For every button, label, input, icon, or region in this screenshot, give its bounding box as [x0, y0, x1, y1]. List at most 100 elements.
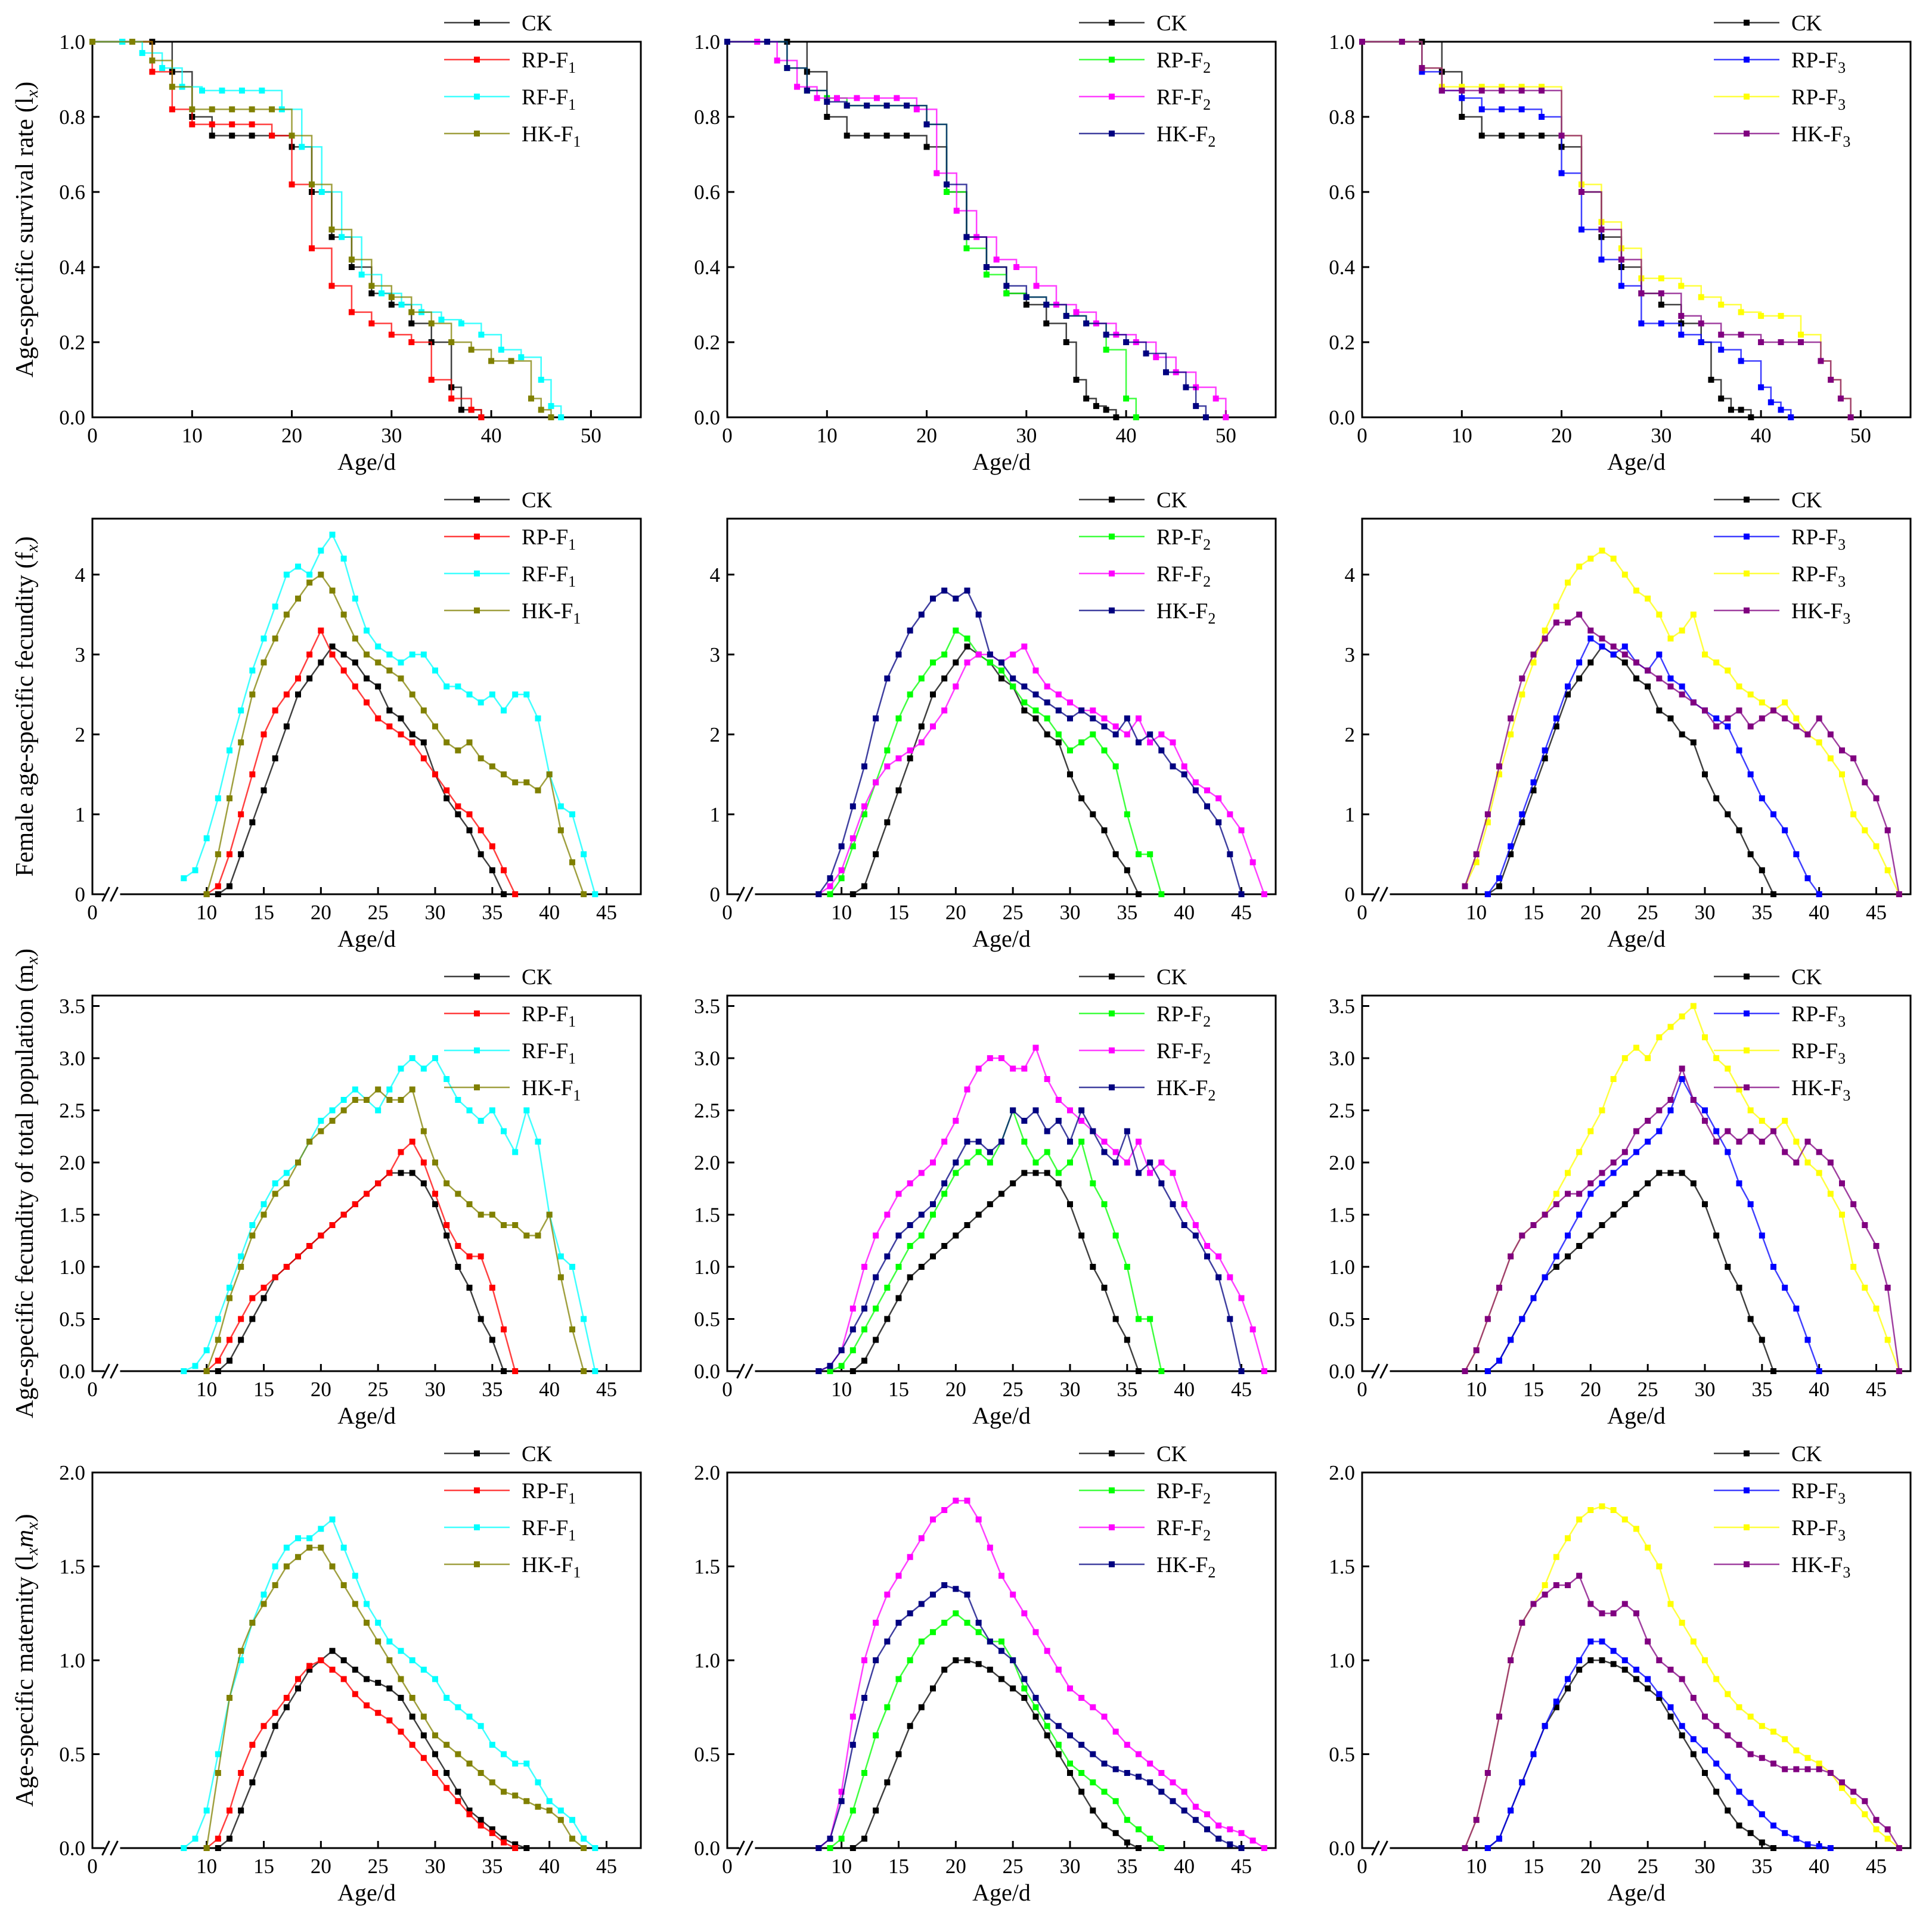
data-point	[1227, 1826, 1233, 1833]
data-point	[918, 1638, 925, 1645]
data-point	[203, 1808, 210, 1814]
data-point	[272, 1582, 278, 1588]
data-point	[501, 1751, 507, 1757]
series-line	[183, 1057, 596, 1372]
data-point	[328, 283, 335, 289]
data-point	[1598, 256, 1605, 263]
data-point	[1044, 683, 1050, 690]
data-point	[249, 121, 255, 128]
data-point	[1484, 891, 1491, 897]
data-point	[1032, 1629, 1039, 1635]
data-point	[1656, 1691, 1663, 1697]
data-point	[907, 755, 913, 762]
data-point	[489, 1779, 495, 1785]
data-point	[1656, 1170, 1663, 1176]
data-point	[941, 1191, 948, 1197]
data-point	[1136, 1774, 1142, 1780]
data-point	[386, 1086, 393, 1093]
data-point	[261, 659, 267, 666]
data-point	[340, 1097, 347, 1103]
data-point	[907, 1222, 913, 1228]
data-point	[1658, 275, 1664, 281]
data-point	[259, 87, 265, 94]
data-point	[907, 1610, 913, 1617]
data-point	[975, 1620, 982, 1626]
data-point	[386, 723, 393, 730]
series-rp-f3	[1484, 1638, 1834, 1851]
data-point	[1215, 1253, 1222, 1260]
series-line	[1464, 613, 1900, 895]
data-point	[581, 1368, 587, 1374]
data-point	[1101, 747, 1108, 754]
data-point	[523, 691, 530, 698]
data-point	[1747, 1316, 1754, 1322]
data-point	[975, 1149, 982, 1155]
legend-label: CK	[1156, 11, 1187, 36]
data-point	[318, 571, 324, 578]
data-point	[1438, 87, 1445, 94]
data-point	[884, 1316, 891, 1322]
data-point	[1192, 787, 1199, 793]
data-point	[987, 1149, 993, 1155]
data-point	[408, 320, 415, 327]
legend-label: CK	[1791, 965, 1822, 990]
data-point	[1067, 747, 1073, 754]
data-point	[975, 611, 982, 618]
data-point	[849, 843, 856, 850]
x-tick-label: 15	[1523, 1378, 1544, 1401]
data-point	[340, 1582, 347, 1588]
data-point	[215, 1337, 221, 1343]
y-tick-label: 1.0	[1329, 1649, 1355, 1672]
data-point	[1519, 1232, 1525, 1239]
data-point	[784, 65, 790, 72]
data-point	[181, 875, 187, 882]
data-point	[1147, 731, 1153, 737]
data-point	[1181, 771, 1187, 777]
data-point	[1782, 827, 1788, 833]
data-point	[420, 1160, 427, 1165]
y-tick-label: 0.5	[59, 1743, 85, 1766]
data-point	[1124, 867, 1130, 873]
data-point	[455, 683, 461, 690]
data-point	[364, 1676, 370, 1682]
data-point	[1827, 1160, 1834, 1165]
data-point	[1678, 312, 1685, 319]
data-point	[488, 358, 495, 364]
data-point	[1587, 1601, 1594, 1607]
series-ck	[215, 1170, 507, 1374]
data-point	[1587, 659, 1594, 666]
data-point	[523, 779, 530, 786]
data-point	[1204, 787, 1210, 793]
data-point	[340, 1657, 347, 1663]
plot-frame	[91, 41, 642, 418]
data-point	[546, 1808, 553, 1814]
data-point	[1021, 1139, 1028, 1145]
data-point	[1124, 715, 1130, 722]
data-point	[883, 132, 890, 139]
data-point	[398, 1648, 404, 1654]
data-point	[318, 547, 324, 554]
data-point	[1850, 1201, 1857, 1207]
data-point	[1090, 1751, 1096, 1757]
data-point	[1078, 1232, 1085, 1239]
data-point	[1793, 723, 1800, 730]
y-tick-label: 0.0	[1329, 1837, 1355, 1860]
data-point	[1044, 1170, 1050, 1176]
data-point	[1747, 1830, 1754, 1836]
data-point	[444, 795, 450, 802]
data-point	[1804, 875, 1811, 882]
data-point	[1770, 1128, 1776, 1134]
data-point	[432, 1676, 438, 1682]
data-point	[398, 675, 404, 682]
y-tick-label: 2	[710, 723, 721, 746]
data-point	[1136, 715, 1142, 722]
data-point	[1553, 1264, 1559, 1270]
data-point	[535, 1139, 541, 1145]
data-point	[1192, 1816, 1199, 1823]
data-point	[318, 1232, 324, 1239]
data-point	[329, 1222, 336, 1228]
data-point	[1158, 1180, 1165, 1186]
data-point	[1873, 843, 1880, 850]
data-point	[478, 414, 485, 420]
